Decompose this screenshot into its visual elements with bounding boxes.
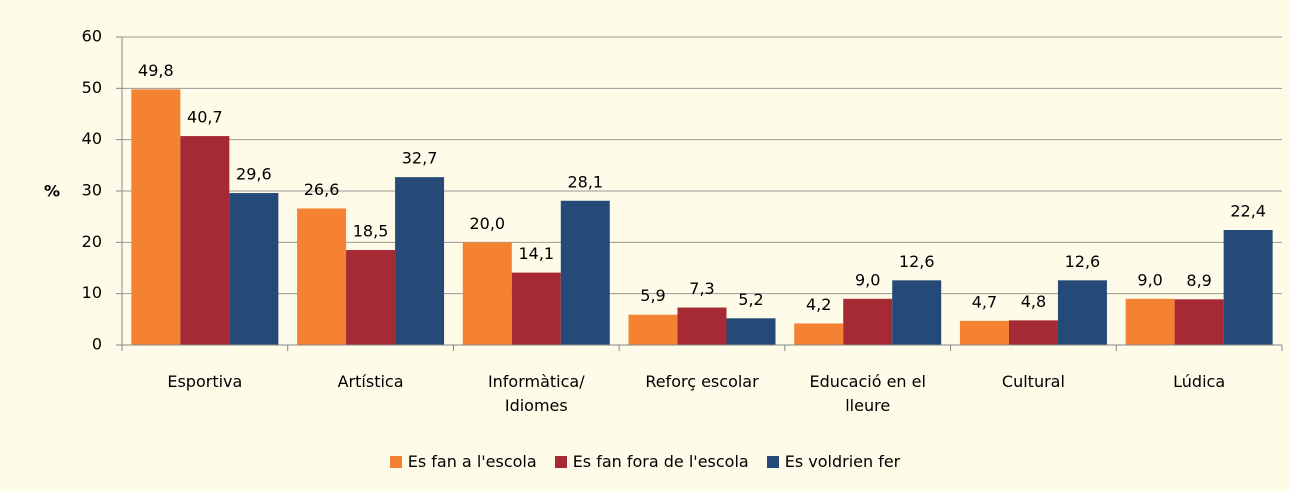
bar	[395, 177, 445, 345]
y-tick-label: 10	[82, 283, 102, 302]
value-label: 29,6	[236, 165, 272, 184]
bar	[180, 136, 230, 345]
y-tick-label: 60	[82, 27, 102, 46]
legend: Es fan a l'escola Es fan fora de l'escola…	[0, 452, 1290, 471]
bar	[628, 314, 678, 345]
bar	[1125, 298, 1175, 345]
bar	[131, 89, 181, 345]
bar	[346, 250, 396, 345]
x-tick-label: Informàtica/ Idiomes	[487, 372, 585, 415]
legend-swatch	[766, 455, 779, 468]
x-tick-label: Artística	[337, 372, 404, 391]
legend-swatch	[554, 455, 567, 468]
x-tick-label: Educació en el lleure	[809, 372, 926, 415]
legend-label: Es voldrien fer	[784, 452, 901, 471]
legend-item: Es fan fora de l'escola	[554, 452, 749, 471]
legend-label: Es fan a l'escola	[407, 452, 537, 471]
bar	[1223, 230, 1273, 345]
value-label: 9,0	[855, 270, 880, 289]
bar	[726, 318, 776, 345]
value-label: 4,7	[972, 292, 997, 311]
value-label: 14,1	[518, 244, 554, 263]
bar	[677, 307, 727, 345]
bar	[843, 298, 893, 345]
bar	[892, 280, 942, 345]
bar	[1008, 320, 1058, 345]
bar	[462, 242, 512, 345]
x-tick-label: Cultural	[1001, 372, 1065, 391]
bar	[511, 272, 561, 345]
x-tick-label: Esportiva	[167, 372, 243, 391]
bar	[297, 208, 347, 345]
value-label: 22,4	[1230, 202, 1266, 221]
y-tick-label: 20	[82, 232, 102, 251]
bar	[229, 193, 279, 345]
value-label: 5,9	[640, 286, 665, 305]
value-label: 12,6	[1065, 252, 1101, 271]
bar	[1174, 299, 1224, 345]
value-label: 4,8	[1021, 292, 1046, 311]
value-label: 8,9	[1186, 271, 1211, 290]
x-tick-label: Reforç escolar	[645, 372, 759, 391]
legend-swatch	[389, 455, 402, 468]
value-label: 7,3	[689, 279, 714, 298]
value-label: 12,6	[899, 252, 935, 271]
value-label: 26,6	[304, 180, 340, 199]
value-label: 4,2	[806, 295, 831, 314]
value-label: 20,0	[469, 214, 505, 233]
y-tick-label: 50	[82, 78, 102, 97]
value-label: 32,7	[402, 149, 438, 168]
value-label: 28,1	[567, 172, 603, 191]
value-label: 9,0	[1137, 270, 1162, 289]
bar	[1057, 280, 1107, 345]
legend-item: Es voldrien fer	[766, 452, 901, 471]
x-tick-label: Lúdica	[1173, 372, 1226, 391]
value-label: 40,7	[187, 108, 223, 127]
y-tick-label: 30	[82, 181, 102, 200]
value-label: 5,2	[738, 290, 763, 309]
legend-item: Es fan a l'escola	[389, 452, 537, 471]
value-label: 49,8	[138, 61, 174, 80]
bar	[560, 200, 610, 345]
y-tick-label: 40	[82, 129, 102, 148]
legend-label: Es fan fora de l'escola	[572, 452, 749, 471]
bar	[794, 323, 844, 345]
y-axis-label: %	[44, 182, 60, 201]
value-label: 18,5	[353, 222, 389, 241]
y-tick-label: 0	[92, 335, 102, 354]
bar	[959, 320, 1009, 345]
